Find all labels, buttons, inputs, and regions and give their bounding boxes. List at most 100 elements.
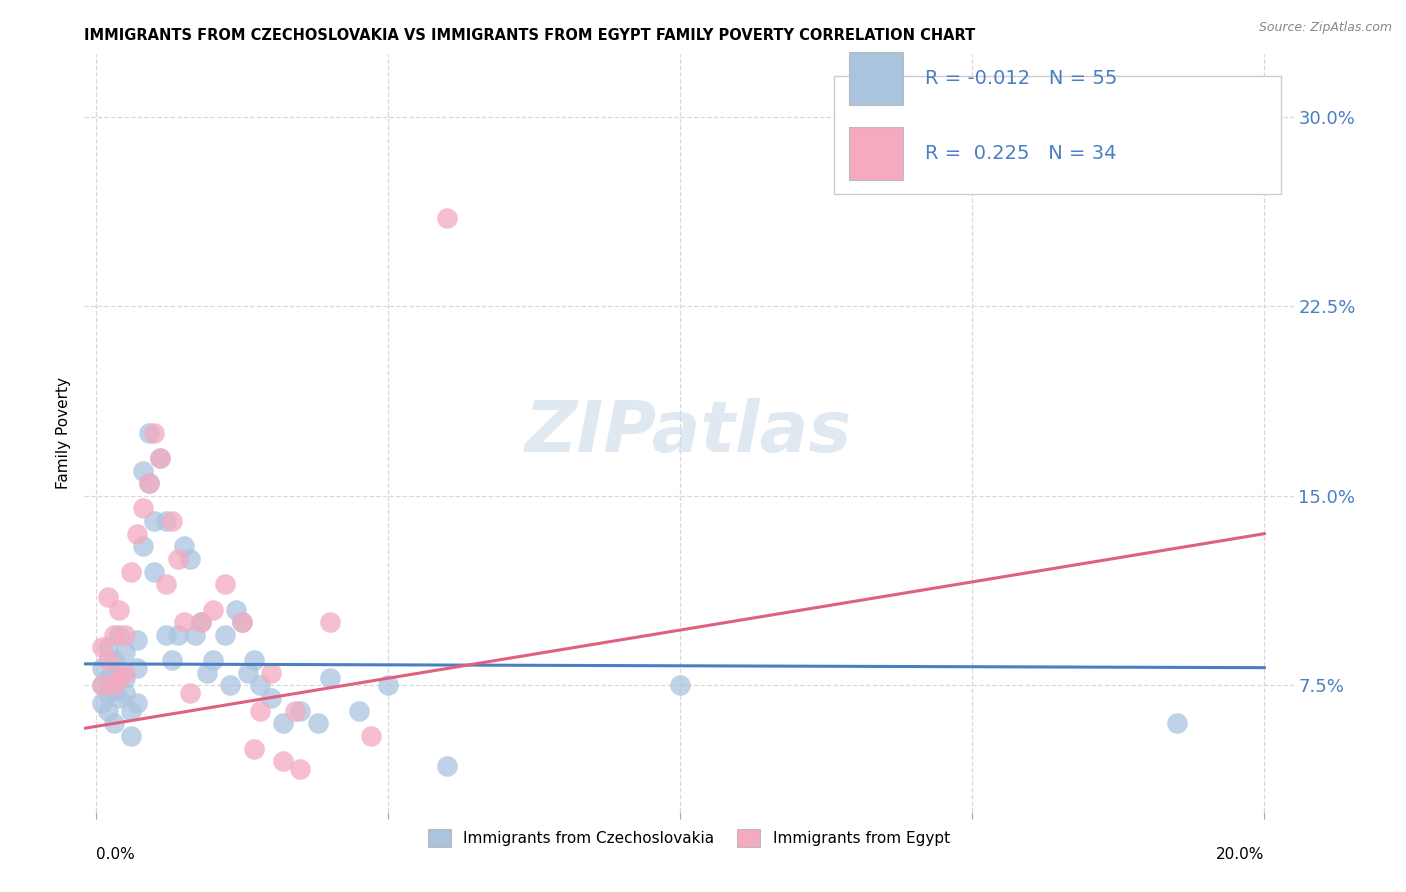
Point [120, 704, 142, 718]
Point [669, 678, 692, 692]
Point [290, 762, 312, 776]
Point [173, 615, 195, 630]
Point [284, 704, 307, 718]
Point [242, 741, 264, 756]
Point [179, 552, 201, 566]
Point [225, 602, 247, 616]
Point [120, 729, 142, 743]
Text: R = -0.012   N = 55: R = -0.012 N = 55 [925, 69, 1118, 88]
Point [236, 665, 259, 680]
Point [108, 671, 131, 685]
Point [149, 450, 172, 465]
Point [114, 628, 136, 642]
Point [138, 476, 160, 491]
Point [103, 683, 125, 698]
Point [377, 678, 399, 692]
Point [260, 665, 283, 680]
Point [214, 577, 236, 591]
Point [125, 696, 148, 710]
Text: R =  0.225   N = 34: R = 0.225 N = 34 [925, 145, 1116, 163]
Point [201, 602, 224, 616]
Point [108, 602, 131, 616]
Point [242, 653, 264, 667]
Point [155, 577, 177, 591]
Y-axis label: Family Poverty: Family Poverty [56, 376, 72, 489]
Point [90, 640, 112, 655]
Point [160, 514, 183, 528]
Point [97, 704, 120, 718]
Point [307, 716, 329, 731]
Point [132, 501, 155, 516]
Point [114, 686, 136, 700]
Point [179, 686, 201, 700]
Point [90, 678, 112, 692]
Point [347, 704, 370, 718]
FancyBboxPatch shape [834, 77, 1281, 194]
Point [190, 615, 212, 630]
Point [103, 628, 125, 642]
Point [1166, 716, 1188, 731]
Point [114, 646, 136, 660]
Legend: Immigrants from Czechoslovakia, Immigrants from Egypt: Immigrants from Czechoslovakia, Immigran… [422, 822, 956, 854]
Point [143, 514, 166, 528]
Point [90, 696, 112, 710]
Point [149, 450, 172, 465]
Point [219, 678, 242, 692]
Point [436, 759, 458, 773]
Point [132, 539, 155, 553]
Point [318, 671, 340, 685]
Point [108, 628, 131, 642]
Point [125, 660, 148, 675]
Point [360, 729, 382, 743]
Point [160, 653, 183, 667]
Point [214, 628, 236, 642]
Point [231, 615, 253, 630]
Point [249, 704, 271, 718]
Point [155, 628, 177, 642]
Point [90, 660, 112, 675]
Point [173, 539, 195, 553]
Text: 0.0%: 0.0% [96, 847, 135, 862]
Point [166, 628, 188, 642]
Point [125, 632, 148, 647]
Point [114, 671, 136, 685]
Point [190, 615, 212, 630]
Point [260, 691, 283, 706]
Point [143, 425, 166, 440]
Point [97, 671, 120, 685]
Point [103, 716, 125, 731]
Point [103, 678, 125, 692]
Point [114, 665, 136, 680]
Point [166, 552, 188, 566]
Point [249, 678, 271, 692]
Point [271, 716, 294, 731]
Point [97, 590, 120, 604]
Text: IMMIGRANTS FROM CZECHOSLOVAKIA VS IMMIGRANTS FROM EGYPT FAMILY POVERTY CORRELATI: IMMIGRANTS FROM CZECHOSLOVAKIA VS IMMIGR… [84, 28, 976, 43]
Point [195, 665, 218, 680]
Point [108, 691, 131, 706]
Text: Source: ZipAtlas.com: Source: ZipAtlas.com [1258, 21, 1392, 34]
Point [201, 653, 224, 667]
Point [271, 754, 294, 768]
Point [125, 526, 148, 541]
Point [97, 686, 120, 700]
Point [120, 565, 142, 579]
Point [108, 665, 131, 680]
Point [290, 704, 312, 718]
Point [103, 653, 125, 667]
FancyBboxPatch shape [849, 52, 903, 105]
Point [90, 678, 112, 692]
Point [132, 464, 155, 478]
Point [155, 514, 177, 528]
Text: ZIPatlas: ZIPatlas [526, 398, 852, 467]
Text: 20.0%: 20.0% [1216, 847, 1264, 862]
Point [143, 565, 166, 579]
Point [436, 211, 458, 225]
Point [138, 476, 160, 491]
Point [97, 640, 120, 655]
Point [138, 425, 160, 440]
Point [97, 653, 120, 667]
Point [231, 615, 253, 630]
Point [318, 615, 340, 630]
Point [184, 628, 207, 642]
